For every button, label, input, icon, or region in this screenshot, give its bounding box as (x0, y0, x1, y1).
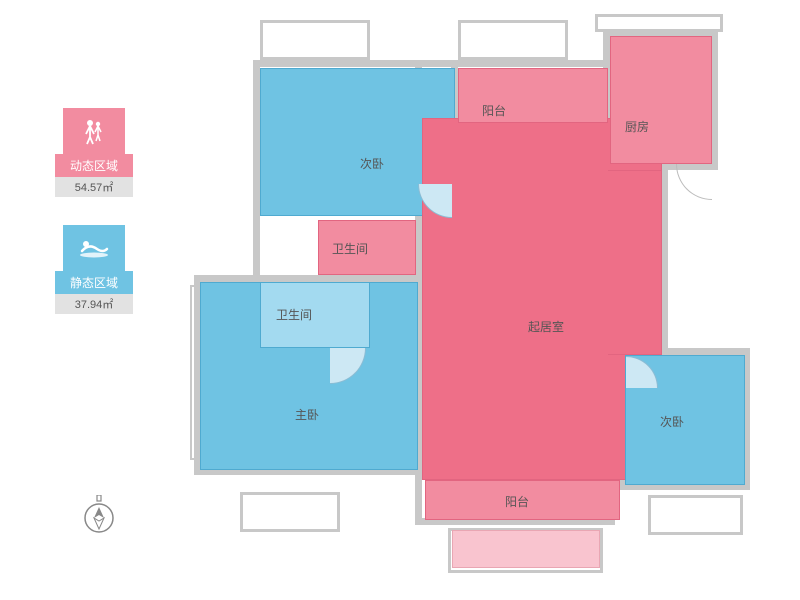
ext-box (458, 20, 568, 60)
legend-panel: 动态区域 54.57㎡ 静态区域 37.94㎡ (55, 108, 133, 342)
ext-box (260, 20, 370, 60)
legend-dynamic-value: 54.57㎡ (55, 177, 133, 197)
label-kitchen: 厨房 (625, 118, 649, 135)
label-living-room: 起居室 (528, 318, 564, 335)
floorplan: 次卧 卫生间 卫生间 主卧 阳台 厨房 起居室 次卧 阳台 (200, 20, 760, 580)
room-living-ext2 (608, 170, 662, 355)
label-balcony-2: 阳台 (505, 493, 529, 510)
label-secondary-bedroom-2: 次卧 (660, 413, 684, 430)
legend-static: 静态区域 37.94㎡ (55, 225, 133, 314)
legend-static-value: 37.94㎡ (55, 294, 133, 314)
ext-box (648, 495, 743, 535)
ext-box (240, 492, 340, 532)
compass-icon (82, 495, 116, 540)
room-kitchen (610, 36, 712, 164)
dynamic-icon (63, 108, 125, 154)
door-arc (676, 164, 712, 200)
label-master-bedroom: 主卧 (295, 406, 319, 423)
legend-dynamic-title: 动态区域 (55, 154, 133, 177)
legend-dynamic: 动态区域 54.57㎡ (55, 108, 133, 197)
label-balcony-1: 阳台 (482, 102, 506, 119)
room-balcony-2b (452, 530, 600, 568)
room-living-ext (458, 68, 608, 123)
label-secondary-bedroom-1: 次卧 (360, 155, 384, 172)
legend-static-title: 静态区域 (55, 271, 133, 294)
label-bathroom-1: 卫生间 (332, 240, 368, 257)
label-bathroom-2: 卫生间 (276, 306, 312, 323)
static-icon (63, 225, 125, 271)
